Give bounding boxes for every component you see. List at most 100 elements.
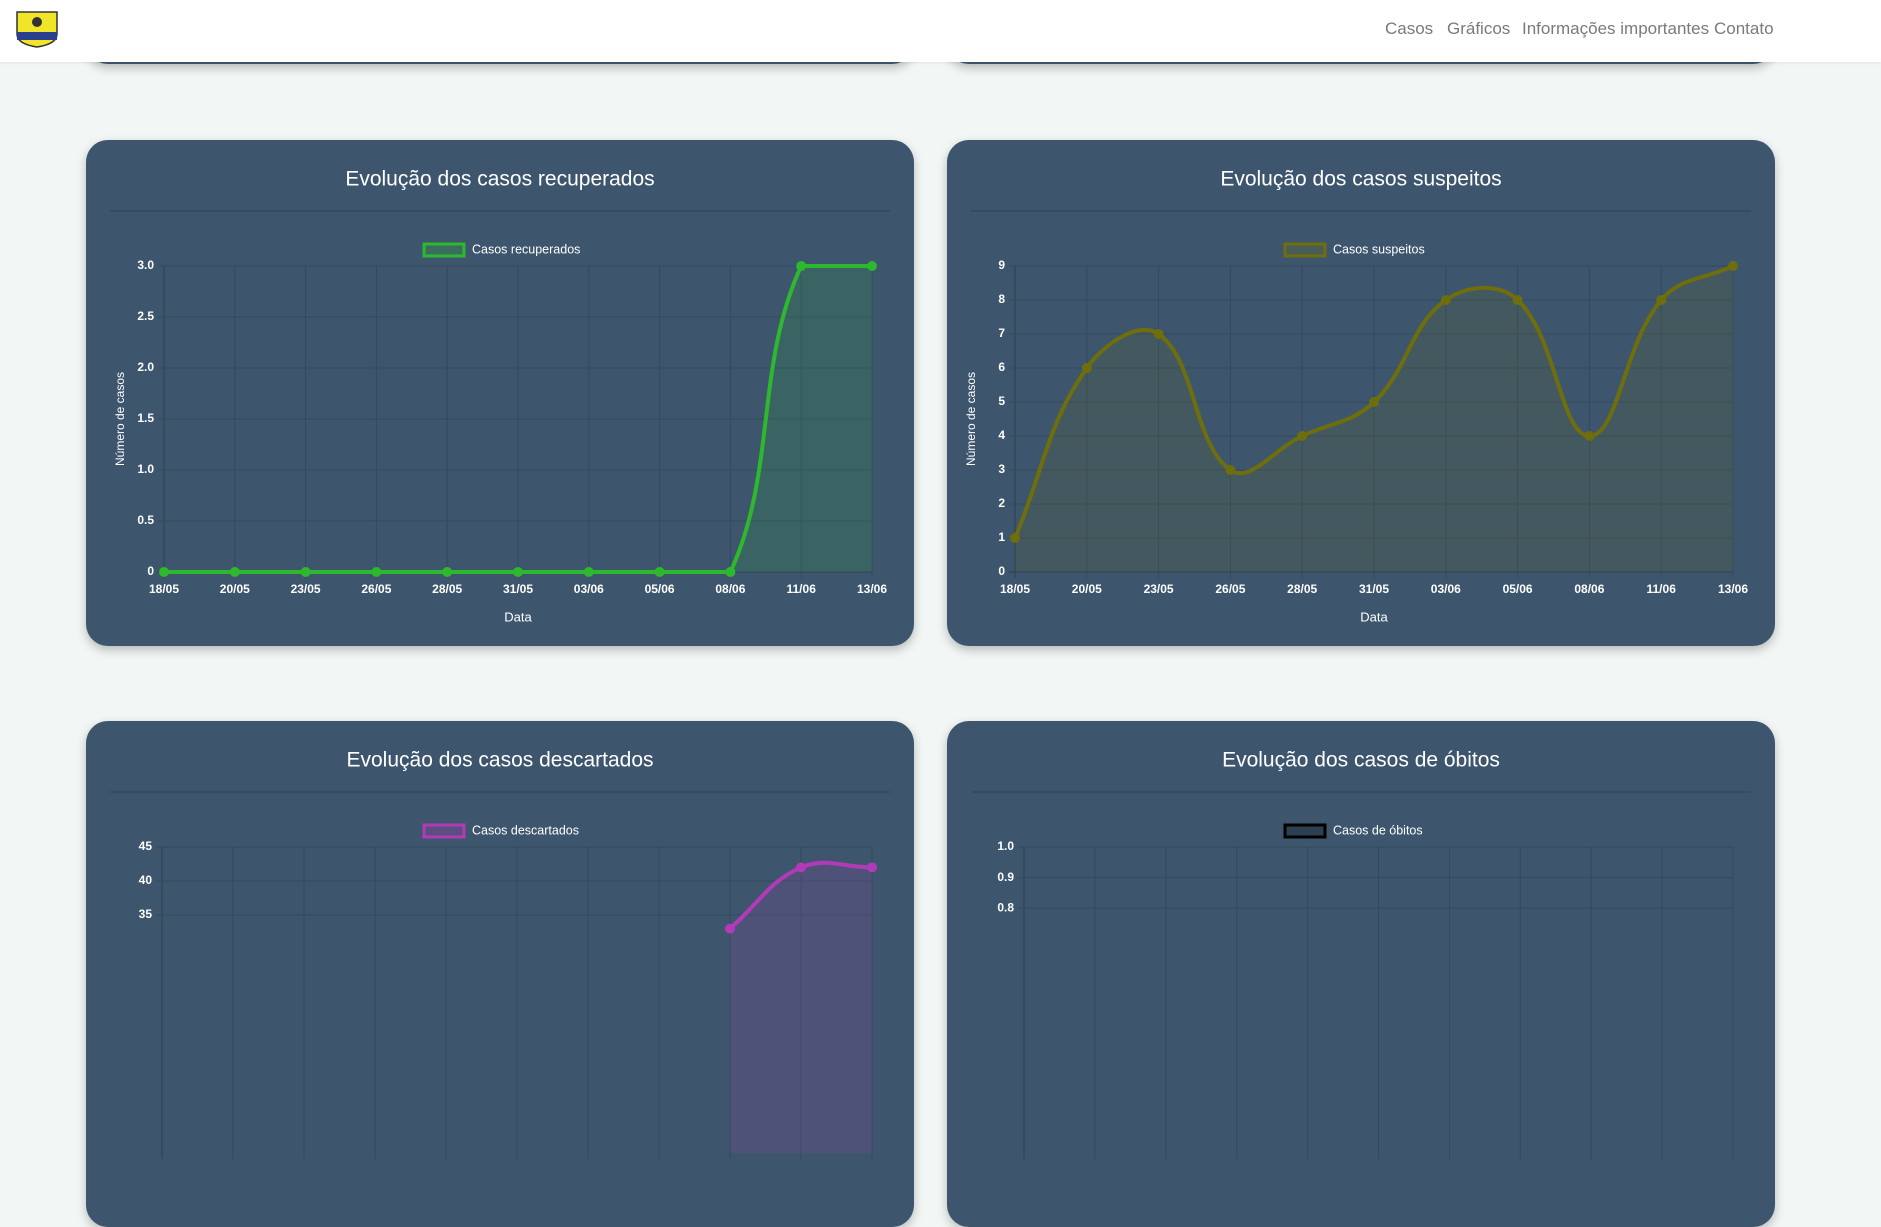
y-tick-label: 3 [998, 462, 1005, 476]
legend-label: Casos de óbitos [1333, 823, 1423, 837]
y-axis-label: Número de casos [964, 372, 978, 466]
point [867, 862, 877, 873]
point [1440, 295, 1451, 305]
legend-label: Casos suspeitos [1333, 242, 1425, 256]
y-tick-label: 0 [998, 564, 1005, 578]
legend-swatch [1283, 242, 1327, 258]
point [1010, 533, 1020, 543]
y-tick-label: 4 [998, 428, 1005, 442]
point [725, 923, 735, 934]
x-tick-label: 31/05 [1359, 582, 1389, 596]
point [371, 567, 382, 577]
point [583, 567, 594, 577]
x-axis-label: Data [1360, 609, 1388, 624]
y-tick-label: 1.5 [137, 411, 154, 425]
y-tick-label: 1 [998, 530, 1005, 544]
y-tick-label: 0.8 [997, 900, 1014, 914]
chart-card: Evolução dos casos suspeitos 18/05 20/05 23… [947, 140, 1775, 646]
y-tick-label: 8 [998, 292, 1005, 306]
point [1369, 397, 1379, 407]
chart: Evolução dos casos de óbitos 0.8 0.9 1.0 Cas… [971, 749, 1751, 1159]
y-tick-label: 0 [147, 564, 154, 578]
x-tick-label: 26/05 [361, 582, 391, 596]
y-tick-label: 0.9 [997, 870, 1014, 884]
area [164, 266, 872, 572]
y-tick-label: 5 [998, 394, 1005, 408]
legend-label: Casos descartados [472, 823, 579, 837]
legend-swatch [422, 823, 466, 839]
point [1656, 295, 1667, 305]
y-tick-label: 3.0 [137, 258, 154, 272]
x-tick-label: 23/05 [1144, 582, 1174, 596]
point [1153, 329, 1164, 339]
y-tick-label: 35 [139, 907, 153, 921]
point [1225, 465, 1236, 475]
area [1015, 266, 1733, 572]
y-tick-label: 0.5 [137, 513, 154, 527]
x-tick-label: 11/06 [787, 582, 817, 596]
point [796, 261, 807, 271]
x-tick-label: 28/05 [1287, 582, 1317, 596]
y-tick-label: 7 [998, 326, 1005, 340]
point [229, 567, 240, 577]
point [159, 567, 169, 577]
x-tick-label: 05/06 [1503, 582, 1533, 596]
nav-link[interactable]: Gráficos [1447, 19, 1511, 38]
x-tick-label: 26/05 [1215, 582, 1245, 596]
x-tick-label: 05/06 [645, 582, 675, 596]
y-tick-label: 45 [139, 839, 153, 853]
y-axis-label: Número de casos [113, 372, 127, 466]
y-tick-label: 2.0 [137, 360, 154, 374]
x-tick-label: 08/06 [715, 582, 745, 596]
point [513, 567, 523, 577]
chart-title: Evolução dos casos de óbitos [1222, 749, 1500, 772]
x-tick-label: 20/05 [1072, 582, 1102, 596]
x-tick-label: 18/05 [1000, 582, 1030, 596]
point [1081, 363, 1092, 373]
y-tick-label: 2 [998, 496, 1005, 510]
nav-link[interactable]: Casos [1385, 19, 1434, 38]
point [1297, 431, 1308, 441]
chart-title: Evolução dos casos recuperados [345, 168, 654, 191]
nav-link[interactable]: Contato [1714, 19, 1774, 38]
y-tick-label: 2.5 [137, 309, 154, 323]
y-tick-label: 6 [998, 360, 1005, 374]
x-tick-label: 08/06 [1574, 582, 1604, 596]
legend-swatch [1283, 823, 1327, 839]
chart-card: Evolução dos casos descartados 35 40 45 Caso… [86, 721, 914, 1227]
x-axis-label: Data [504, 609, 532, 624]
point [1728, 261, 1738, 271]
nav-link[interactable]: Informações importantes [1522, 19, 1710, 38]
legend-swatch [422, 242, 466, 258]
y-tick-label: 1.0 [137, 462, 154, 476]
y-tick-label: 9 [998, 258, 1005, 272]
chart-title: Evolução dos casos suspeitos [1220, 168, 1501, 191]
x-tick-label: 23/05 [291, 582, 321, 596]
logo[interactable] [14, 10, 60, 48]
point [654, 567, 665, 577]
point [725, 567, 736, 577]
y-tick-label: 40 [139, 873, 153, 887]
x-tick-label: 18/05 [149, 582, 179, 596]
chart: Evolução dos casos descartados 35 40 45 Caso… [110, 749, 890, 1159]
chart-title: Evolução dos casos descartados [346, 749, 653, 772]
point [300, 567, 311, 577]
x-tick-label: 13/06 [1718, 582, 1748, 596]
chart: Evolução dos casos recuperados 18/05 20/05… [110, 168, 890, 624]
y-tick-label: 1.0 [997, 839, 1014, 853]
x-tick-label: 31/05 [503, 582, 533, 596]
chart-card: Evolução dos casos de óbitos 0.8 0.9 1.0 Cas… [947, 721, 1775, 1227]
x-tick-label: 28/05 [432, 582, 462, 596]
x-tick-label: 13/06 [857, 582, 887, 596]
point [1584, 431, 1595, 441]
legend-label: Casos recuperados [472, 242, 580, 256]
x-tick-label: 11/06 [1647, 582, 1677, 596]
chart-card: Evolução dos casos recuperados 18/05 20/05… [86, 140, 914, 646]
x-tick-label: 03/06 [1431, 582, 1461, 596]
point [796, 862, 806, 873]
point [442, 567, 453, 577]
x-tick-label: 20/05 [220, 582, 250, 596]
point [867, 261, 877, 271]
